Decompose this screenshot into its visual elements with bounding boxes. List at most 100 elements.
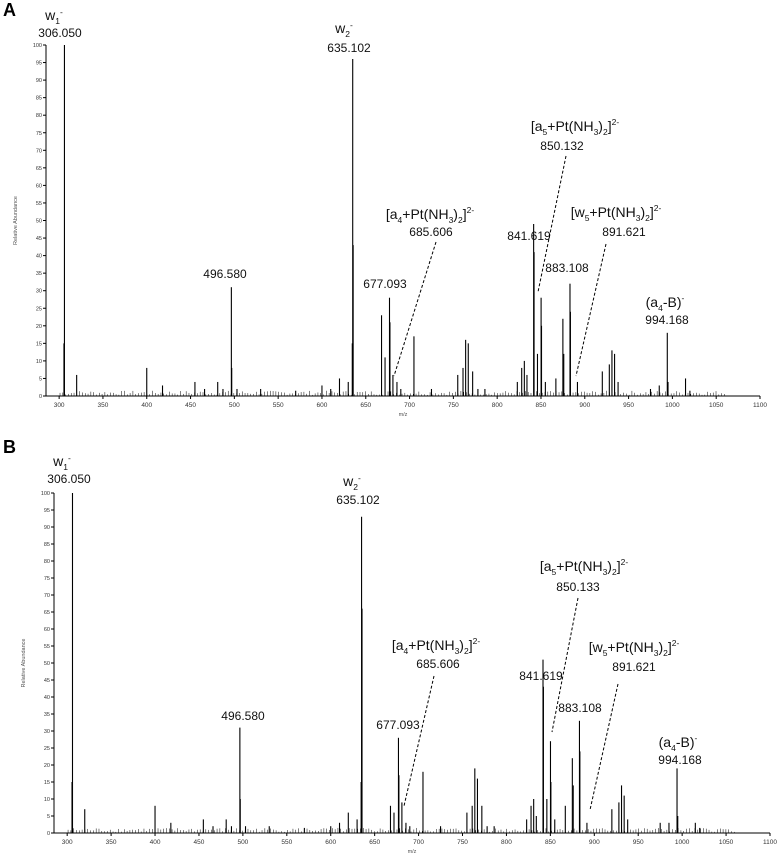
- y-axis-label-a: Relative Abundance: [13, 196, 19, 245]
- axes-a: 0 5 10 15 20 25 30 35 40 45 50 55 60 65 70 75 80 85 90 95 10…: [13, 43, 767, 418]
- label-891-a: 891.621: [602, 225, 646, 239]
- y-tick-label-b: 65: [44, 610, 50, 616]
- y-tick-label-a: 55: [36, 201, 42, 207]
- label-496-a: 496.580: [203, 267, 247, 281]
- label-496-b: 496.580: [221, 709, 265, 723]
- label-635-b: 635.102: [336, 493, 380, 507]
- x-tick-label-b: 700: [413, 839, 424, 846]
- label-994-b: 994.168: [658, 753, 702, 767]
- annotation-w2-b: w2- 635.102: [336, 473, 380, 507]
- axes-b: 0 5 10 15 20 25 30 35 40 45 50 55 60 65 70 75 80 85 90 95 10…: [21, 491, 777, 855]
- y-tick-label-b: 95: [44, 508, 50, 514]
- x-tick-label-b: 400: [150, 839, 161, 846]
- x-tick-label-a: 400: [141, 402, 152, 409]
- label-635-a: 635.102: [327, 41, 371, 55]
- peaks-b: [67, 493, 735, 833]
- x-tick-label-b: 300: [62, 839, 73, 846]
- y-tick-label-a: 25: [36, 306, 42, 312]
- x-tick-label-b: 1050: [719, 839, 734, 846]
- x-tick-label-b: 1100: [763, 839, 777, 846]
- y-tick-label-b: 20: [44, 763, 50, 769]
- x-tick-label-a: 550: [273, 402, 284, 409]
- label-306-b: 306.050: [47, 472, 91, 486]
- x-tick-label-a: 350: [98, 402, 109, 409]
- label-850-a: 850.132: [540, 139, 584, 153]
- x-tick-label-b: 850: [545, 839, 556, 846]
- x-axis-label-a: m/z: [399, 412, 408, 418]
- y-tick-label-b: 80: [44, 559, 50, 565]
- y-tick-label-b: 10: [44, 797, 50, 803]
- x-tick-label-a: 1100: [753, 402, 767, 409]
- x-tick-label-b: 750: [457, 839, 468, 846]
- y-tick-label-a: 65: [36, 166, 42, 172]
- y-tick-label-a: 30: [36, 289, 42, 295]
- x-tick-label-a: 900: [579, 402, 590, 409]
- y-tick-label-b: 5: [47, 814, 50, 820]
- label-677-b: 677.093: [376, 718, 420, 732]
- y-tick-label-a: 70: [36, 148, 42, 154]
- spectrum-panel-a: A 0 5 10 15 20 25 30 35 40 45 50 55 60 65 70 75 80 85 90 95…: [3, 0, 767, 418]
- svg-text:(a4-B)-: (a4-B)-: [659, 733, 698, 753]
- peaks-a: [59, 45, 725, 396]
- y-tick-label-b: 90: [44, 525, 50, 531]
- label-841-a: 841.619: [507, 229, 551, 243]
- y-tick-label-a: 35: [36, 271, 42, 277]
- panel-label-b: B: [3, 437, 16, 457]
- x-tick-label-b: 1000: [675, 839, 690, 846]
- x-tick-label-b: 450: [194, 839, 205, 846]
- y-tick-label-a: 0: [39, 394, 42, 400]
- x-tick-label-a: 500: [229, 402, 240, 409]
- y-tick-label-a: 95: [36, 61, 42, 67]
- x-tick-label-a: 800: [492, 402, 503, 409]
- panel-label-a: A: [3, 0, 16, 20]
- y-tick-label-b: 70: [44, 593, 50, 599]
- y-tick-label-a: 20: [36, 324, 42, 330]
- y-tick-label-a: 50: [36, 219, 42, 225]
- x-tick-label-a: 850: [536, 402, 547, 409]
- y-tick-label-b: 100: [41, 491, 50, 497]
- x-tick-label-b: 500: [237, 839, 248, 846]
- y-tick-label-a: 15: [36, 341, 42, 347]
- x-tick-label-b: 800: [501, 839, 512, 846]
- annotation-a4-b-a: (a4-B)- 994.168: [645, 293, 689, 327]
- y-tick-label-a: 75: [36, 131, 42, 137]
- label-841-b: 841.619: [519, 669, 563, 683]
- annotation-w1-b: w1- 306.050: [47, 453, 91, 486]
- x-tick-label-b: 900: [589, 839, 600, 846]
- y-tick-label-a: 90: [36, 78, 42, 84]
- y-tick-label-b: 50: [44, 661, 50, 667]
- y-tick-label-b: 60: [44, 627, 50, 633]
- annotation-a5-pt-a: [a5+Pt(NH3)2]2- 850.132: [531, 117, 619, 293]
- y-tick-label-a: 45: [36, 236, 42, 242]
- x-tick-label-b: 650: [369, 839, 380, 846]
- y-tick-label-b: 55: [44, 644, 50, 650]
- label-883-a: 883.108: [545, 261, 589, 275]
- x-tick-label-a: 750: [448, 402, 459, 409]
- x-tick-label-a: 950: [623, 402, 634, 409]
- y-tick-label-b: 40: [44, 695, 50, 701]
- x-tick-label-b: 350: [106, 839, 117, 846]
- label-306-a: 306.050: [38, 26, 82, 40]
- y-tick-label-b: 15: [44, 780, 50, 786]
- y-axis-label-b: Relative Abundance: [21, 639, 27, 688]
- label-685-a: 685.606: [409, 225, 453, 239]
- x-axis-label-b: m/z: [408, 849, 417, 855]
- x-tick-label-b: 600: [325, 839, 336, 846]
- y-tick-label-b: 45: [44, 678, 50, 684]
- y-tick-label-a: 100: [33, 43, 42, 49]
- label-850-b: 850.133: [556, 580, 600, 594]
- x-tick-label-a: 1050: [709, 402, 724, 409]
- label-685-b: 685.606: [416, 657, 460, 671]
- x-tick-label-b: 550: [281, 839, 292, 846]
- y-tick-label-a: 60: [36, 183, 42, 189]
- y-tick-label-b: 85: [44, 542, 50, 548]
- y-tick-label-b: 35: [44, 712, 50, 718]
- y-tick-label-a: 5: [39, 376, 42, 382]
- x-tick-label-b: 950: [633, 839, 644, 846]
- y-tick-label-a: 80: [36, 113, 42, 119]
- y-tick-label-a: 10: [36, 359, 42, 365]
- x-tick-label-a: 650: [360, 402, 371, 409]
- x-tick-label-a: 450: [185, 402, 196, 409]
- y-tick-label-b: 75: [44, 576, 50, 582]
